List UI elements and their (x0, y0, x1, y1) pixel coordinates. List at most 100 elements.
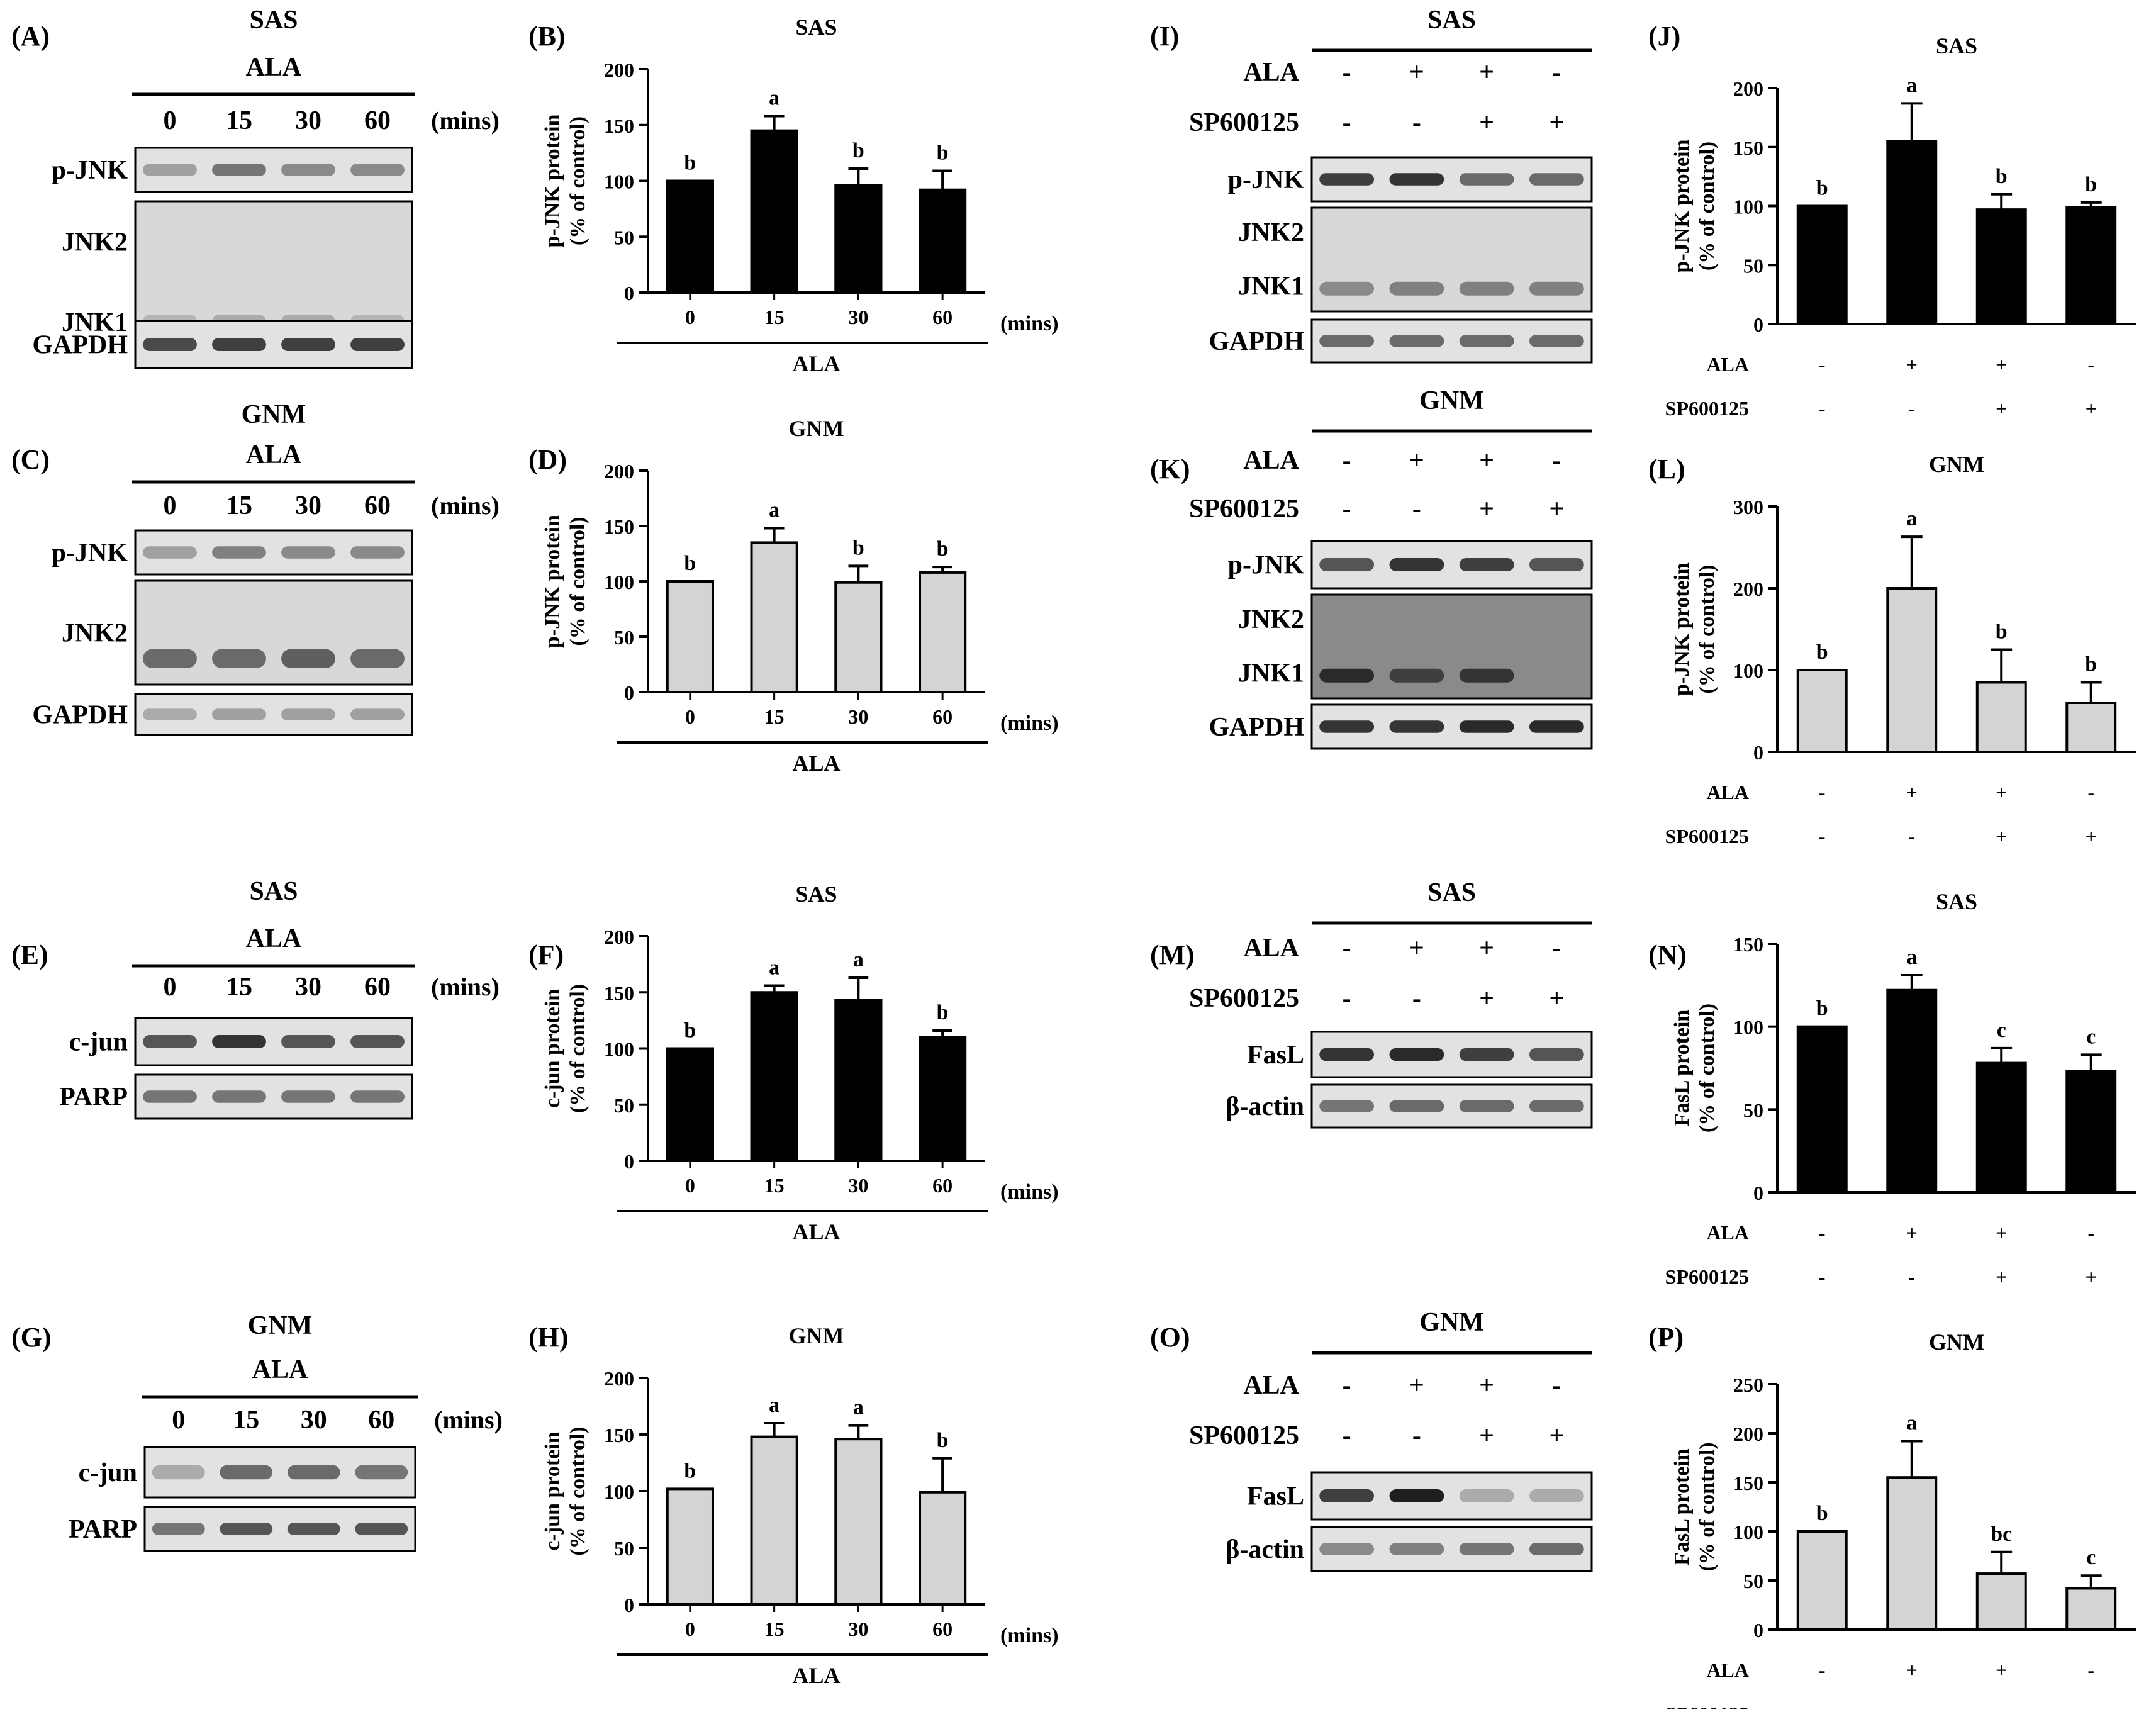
panel-letter: (O) (1150, 1322, 1190, 1353)
y-tick-label: 0 (1753, 313, 1763, 336)
band (281, 649, 335, 668)
chart-title: GNM (1929, 452, 1984, 477)
blot-row-label: JNK2 (62, 228, 128, 257)
band (350, 164, 405, 176)
panel-letter: (D) (528, 444, 567, 475)
band (212, 1090, 266, 1103)
band (287, 1523, 340, 1535)
blot-cell-title: SAS (1427, 878, 1476, 907)
blot-row-label: p-JNK (1228, 165, 1305, 194)
y-tick-label: 50 (1743, 1099, 1763, 1121)
band (1459, 173, 1514, 186)
band (1459, 1543, 1514, 1555)
band (1529, 720, 1584, 733)
blot-row-label: c-jun (79, 1458, 137, 1487)
blot-row-label: β-actin (1226, 1535, 1304, 1564)
significance-letter: b (1816, 641, 1828, 664)
significance-letter: b (937, 1001, 949, 1024)
significance-letter: b (1996, 620, 2008, 644)
y-label-line: p-JNK protein (541, 114, 564, 247)
x-ala-sign: - (2087, 1221, 2094, 1244)
blot-row-label: p-JNK (1228, 551, 1305, 580)
band (1389, 173, 1444, 186)
band (152, 1465, 205, 1480)
inhibitor-sign: + (1479, 495, 1494, 523)
western-blot-sas: SAS ALA 0 15 30 60 (mins) c-jun PARP (59, 877, 500, 1120)
y-tick-label: 0 (1753, 741, 1763, 764)
band (1529, 281, 1584, 296)
significance-letter: b (1816, 177, 1828, 200)
x-tick-label: 15 (764, 1174, 785, 1197)
y-label-line: p-JNK protein (1670, 562, 1694, 696)
bar (2065, 1587, 2117, 1631)
band (1459, 720, 1514, 733)
bar (1975, 1061, 2027, 1194)
ala-sign: - (1343, 58, 1351, 87)
units-label: (mins) (431, 491, 500, 520)
bar (1975, 1572, 2027, 1631)
ala-sign: - (1552, 934, 1561, 963)
inhibitor-row-label: SP600125 (1189, 108, 1299, 137)
band (143, 708, 197, 720)
units-label: (mins) (431, 106, 500, 135)
x-inhibitor-label: SP600125 (1665, 1265, 1749, 1288)
blot-treatment-label: ALA (246, 440, 302, 469)
significance-letter: b (937, 142, 949, 165)
x-inhibitor-label: SP600125 (1665, 1703, 1749, 1709)
blot-row-label: GAPDH (32, 331, 128, 360)
y-tick-label: 50 (1743, 1570, 1763, 1592)
band (1459, 1100, 1514, 1112)
bar (919, 571, 967, 693)
significance-letter: c (2086, 1025, 2096, 1048)
western-blot-gnm: GNM ALA SP600125 - + + - - - + + p-JNK JNK2 JNK1 GAPDH (1189, 386, 1593, 750)
y-tick-label: 150 (1733, 933, 1763, 956)
x-inhibitor-sign: - (1819, 825, 1826, 848)
blot-row-label: p-JNK (52, 156, 128, 185)
y-tick-label: 200 (604, 59, 634, 81)
significance-letter: a (769, 87, 779, 110)
chart-title: GNM (789, 416, 844, 441)
blot-row-label: JNK2 (1238, 605, 1304, 634)
band (1529, 173, 1584, 186)
x-units-label: (mins) (1000, 312, 1059, 335)
y-tick-label: 150 (1733, 137, 1763, 159)
x-ala-sign: - (1819, 1221, 1826, 1244)
x-ala-sign: + (1906, 1221, 1918, 1244)
chart-title: GNM (1929, 1329, 1984, 1355)
significance-letter: b (937, 1429, 949, 1452)
inhibitor-sign: - (1412, 984, 1421, 1013)
significance-letter: b (1816, 1502, 1828, 1525)
band (350, 338, 405, 351)
bar (919, 1491, 967, 1606)
y-axis-label: p-JNK protein (% of control) (1670, 562, 1719, 696)
blot-row-label: PARP (59, 1083, 128, 1112)
chart-title: SAS (795, 881, 837, 907)
y-tick-label: 300 (1733, 496, 1763, 518)
x-inhibitor-sign: + (1996, 397, 2007, 420)
band (152, 1523, 205, 1535)
y-tick-label: 200 (604, 460, 634, 483)
band (355, 1523, 408, 1535)
bar (1886, 988, 1938, 1194)
bar (834, 999, 883, 1162)
band (350, 1090, 405, 1103)
y-axis-label: p-JNK protein (% of control) (541, 515, 589, 648)
significance-letter: b (937, 537, 949, 561)
band (1529, 335, 1584, 347)
bar (834, 1438, 883, 1606)
x-units-label: (mins) (1000, 1180, 1059, 1204)
y-tick-label: 0 (1753, 1182, 1763, 1204)
x-inhibitor-sign: - (1819, 397, 1826, 420)
band (281, 1035, 335, 1048)
blot-treatment-label: ALA (246, 53, 302, 82)
x-inhibitor-sign: + (2086, 825, 2097, 848)
bar (1796, 669, 1848, 753)
x-tick-label: 30 (848, 1618, 868, 1640)
ala-sign: - (1552, 58, 1561, 87)
lane-label: 30 (301, 1406, 327, 1435)
band (143, 546, 197, 559)
x-ala-sign: + (1906, 353, 1918, 376)
